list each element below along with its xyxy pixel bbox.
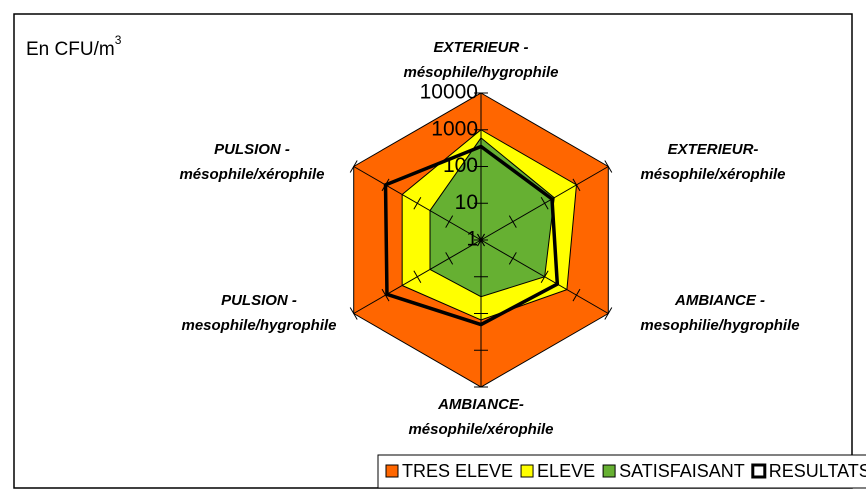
title-text: En CFU/m: [26, 39, 115, 60]
category-label: mesophilie/hygrophile: [640, 317, 799, 334]
legend-swatch: [602, 464, 616, 478]
legend-swatch: [751, 463, 767, 479]
category-label: mésophile/xérophile: [640, 166, 785, 183]
legend-label: TRES ELEVE: [402, 461, 513, 481]
tick-mark: [445, 215, 454, 228]
tick-mark: [413, 270, 422, 284]
tick-mark: [540, 196, 549, 210]
category-label: AMBIANCE -: [674, 292, 765, 309]
category-label: EXTERIEUR -: [433, 39, 528, 56]
category-label: mésophile/xérophile: [179, 166, 324, 183]
tick-mark: [477, 233, 485, 247]
category-label: EXTERIEUR-: [668, 141, 759, 158]
tick-mark: [540, 270, 549, 284]
legend-label: SATISFAISANT: [619, 461, 745, 481]
category-label: mésophile/xérophile: [408, 421, 553, 438]
category-label: mésophile/hygrophile: [403, 64, 558, 81]
tick-mark: [572, 178, 581, 192]
tick-mark: [604, 160, 613, 173]
category-label: PULSION -: [221, 292, 297, 309]
tick-mark: [508, 252, 517, 265]
category-label: mesophile/hygrophile: [181, 317, 336, 334]
chart-title: En CFU/m3: [26, 33, 122, 60]
title-superscript: 3: [115, 33, 122, 47]
category-label: AMBIANCE-: [437, 396, 524, 413]
legend-label: RESULTATS: [769, 461, 866, 481]
y-tick-label: 10000: [420, 81, 478, 104]
legend-box: [377, 454, 866, 489]
legend-swatch: [385, 464, 399, 478]
tick-mark: [349, 307, 358, 320]
tick-mark: [349, 160, 358, 173]
legend-label: ELEVE: [537, 461, 595, 481]
tick-mark: [604, 307, 613, 320]
y-tick-label: 1: [466, 228, 478, 251]
tick-mark: [413, 196, 422, 210]
tick-mark: [508, 215, 517, 228]
y-tick-label: 10: [455, 191, 478, 214]
y-tick-label: 100: [443, 154, 478, 177]
line: [383, 144, 560, 327]
y-tick-label: 1000: [431, 117, 478, 140]
legend-swatch: [520, 464, 534, 478]
category-label: PULSION -: [214, 141, 290, 158]
tick-mark: [445, 252, 454, 265]
tick-mark: [572, 288, 581, 302]
